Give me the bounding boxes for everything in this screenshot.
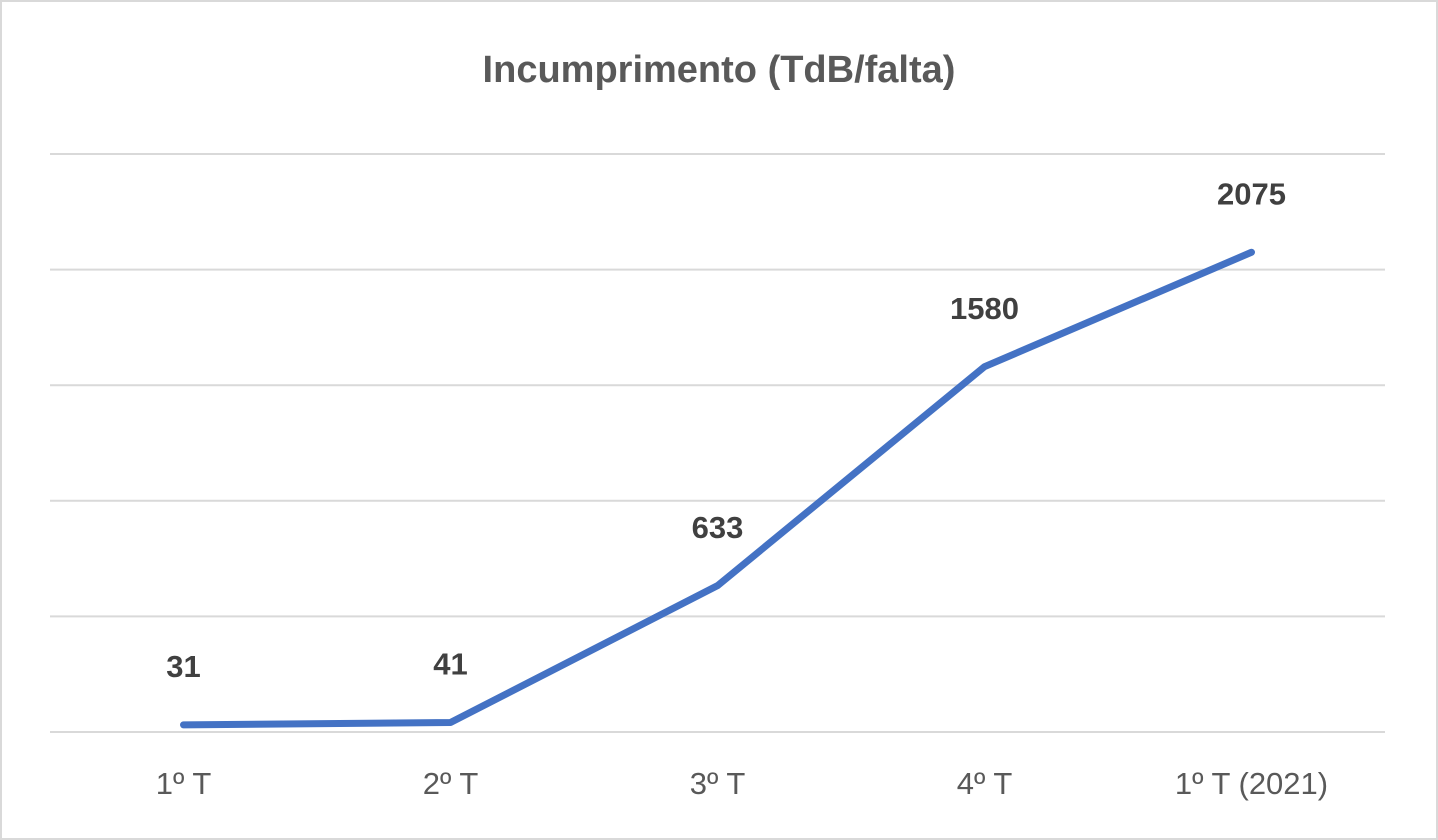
- data-label: 633: [692, 510, 744, 545]
- chart-title: Incumprimento (TdB/falta): [483, 49, 956, 91]
- data-label: 31: [166, 649, 200, 684]
- x-tick-label: 2º T: [423, 766, 479, 801]
- data-label: 1580: [950, 291, 1019, 326]
- x-tick-label: 1º T (2021): [1175, 766, 1328, 801]
- x-tick-label: 3º T: [690, 766, 746, 801]
- x-tick-label: 1º T: [156, 766, 212, 801]
- x-tick-label: 4º T: [957, 766, 1013, 801]
- data-label: 41: [433, 647, 467, 682]
- data-line: [180, 248, 1255, 729]
- data-label: 2075: [1217, 176, 1286, 211]
